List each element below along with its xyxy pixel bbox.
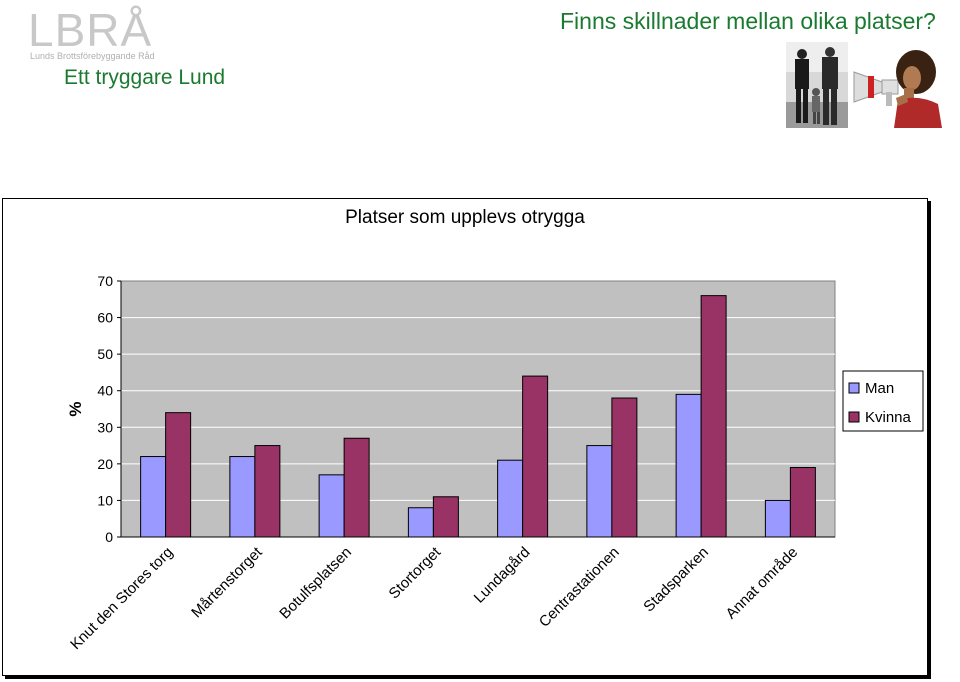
bar-man-4 — [497, 459, 524, 538]
y-tick-label: 50 — [97, 346, 113, 362]
bar-kvinna-0 — [165, 412, 192, 538]
y-tick-label: 20 — [97, 456, 113, 472]
woman-with-megaphone-photo — [848, 42, 952, 128]
legend-swatch-kvinna — [848, 411, 860, 423]
chart-frame: Platser som upplevs otrygga 0 10 20 30 40 50 6… — [2, 198, 928, 676]
x-tick-label: Lundagård — [471, 544, 534, 607]
y-axis-label: % — [66, 401, 85, 416]
legend-label-kvinna: Kvinna — [865, 409, 912, 426]
x-tick-label: Stortorget — [386, 543, 445, 602]
bar-kvinna-5 — [611, 397, 638, 538]
bar-kvinna-7 — [789, 467, 816, 538]
y-tick-label: 10 — [97, 492, 113, 508]
bar-man-2 — [318, 474, 345, 538]
bar-kvinna-4 — [522, 375, 549, 538]
bar-man-5 — [586, 445, 613, 538]
bar-chart: Platser som upplevs otrygga 0 10 20 30 40 50 6… — [66, 207, 924, 653]
logo-subtext: Lunds Brottsförebyggande Råd — [30, 51, 155, 61]
x-tick-labels: Knut den Stores torg Mårtenstorget Botulfs… — [67, 543, 801, 653]
y-tick-label: 70 — [97, 273, 113, 289]
x-tick-label: Stadsparken — [640, 544, 712, 616]
bar-man-0 — [140, 456, 167, 538]
legend-swatch-man — [848, 382, 860, 394]
chart-title: Platser som upplevs otrygga — [345, 207, 585, 228]
y-tick-label: 0 — [105, 529, 113, 545]
legend: Man Kvinna — [842, 370, 924, 432]
x-tick-label: Knut den Stores torg — [67, 544, 176, 653]
x-tick-label: Centrastationen — [536, 544, 623, 631]
bar-kvinna-6 — [700, 295, 727, 538]
bar-man-1 — [229, 456, 256, 538]
bar-man-6 — [675, 393, 702, 538]
bars — [140, 295, 816, 538]
lbra-logo: LBRÅ Lunds Brottsförebyggande Råd — [28, 4, 168, 62]
x-tick-label: Botulfsplatsen — [276, 544, 355, 623]
bar-kvinna-2 — [343, 437, 370, 538]
bar-kvinna-1 — [254, 445, 281, 538]
x-tick-label: Mårtenstorget — [188, 543, 266, 621]
x-tick-label: Annat område — [723, 544, 802, 623]
logo-text: LBRÅ — [28, 4, 153, 56]
page-title: Finns skillnader mellan olika platser? — [560, 8, 936, 34]
y-tick-label: 40 — [97, 383, 113, 399]
legend-label-man: Man — [865, 380, 894, 397]
bar-man-7 — [764, 499, 791, 538]
y-tick-label: 60 — [97, 310, 113, 326]
plot-area — [120, 280, 836, 538]
y-tick-labels: 0 10 20 30 40 50 60 70 — [97, 273, 121, 545]
y-tick-label: 30 — [97, 419, 113, 435]
bar-kvinna-3 — [432, 496, 459, 538]
bar-man-3 — [407, 507, 434, 538]
tagline: Ett tryggare Lund — [64, 66, 226, 89]
men-and-child-photo — [786, 42, 848, 128]
